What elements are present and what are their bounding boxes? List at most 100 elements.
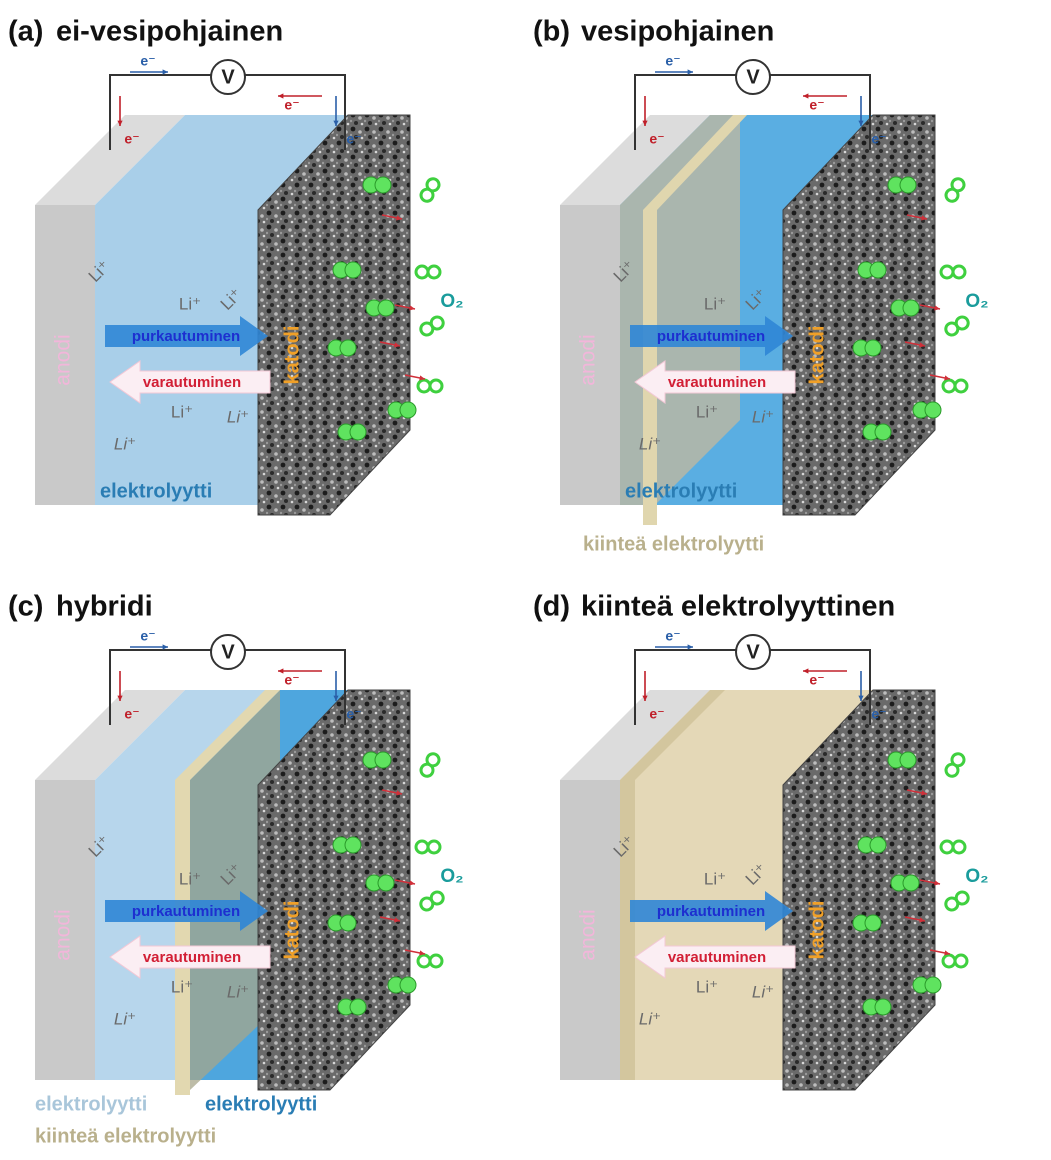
o2-atom	[428, 841, 440, 853]
arrow-head	[278, 668, 283, 673]
charge-label: varautuminen	[668, 949, 766, 966]
o2-molecule	[375, 177, 391, 193]
o2-gas	[944, 890, 971, 912]
li-ion: Li⁺	[114, 1009, 136, 1028]
discharge-label: purkautuminen	[132, 328, 240, 345]
o2-atom	[953, 266, 965, 278]
o2-gas	[419, 752, 441, 779]
li-ion: Li⁺	[752, 982, 774, 1001]
li-ion: Li⁺	[704, 294, 726, 313]
cathode-label: katodi	[806, 326, 828, 385]
voltmeter-label: V	[221, 641, 235, 663]
voltmeter-label: V	[221, 66, 235, 88]
charge-label: varautuminen	[668, 374, 766, 391]
o2-gas	[944, 752, 966, 779]
o2-molecule	[865, 915, 881, 931]
o2-molecule	[350, 999, 366, 1015]
o2-molecule	[345, 837, 361, 853]
o2-gas	[419, 890, 446, 912]
discharge-label: purkautuminen	[657, 328, 765, 345]
voltmeter-label: V	[746, 66, 760, 88]
electron-label: e⁻	[809, 97, 824, 113]
o2-atom	[428, 266, 440, 278]
panel-label: (b)	[533, 16, 570, 48]
o2-gas	[418, 955, 442, 967]
o2-gas	[416, 841, 440, 853]
o2-molecule	[400, 977, 416, 993]
o2-molecule	[900, 752, 916, 768]
o2-atom	[943, 380, 955, 392]
oxygen-label: O₂	[965, 866, 988, 887]
o2-gas	[944, 315, 971, 337]
o2-atom	[941, 841, 953, 853]
o2-molecule	[903, 875, 919, 891]
o2-molecule	[340, 915, 356, 931]
o2-molecule	[870, 837, 886, 853]
electrolyte-label: elektrolyytti	[100, 480, 212, 502]
electron-label: e⁻	[649, 706, 664, 722]
discharge-label: purkautuminen	[657, 903, 765, 920]
arrow-head	[688, 69, 693, 74]
li-ion: Li⁺	[114, 434, 136, 453]
o2-gas	[419, 315, 446, 337]
o2-molecule	[903, 300, 919, 316]
o2-gas	[944, 177, 966, 204]
electron-label: e⁻	[871, 706, 886, 722]
electron-label: e⁻	[124, 706, 139, 722]
o2-atom	[416, 266, 428, 278]
electron-label: e⁻	[871, 131, 886, 147]
panel-title: hybridi	[56, 591, 153, 623]
electrolyte-label: elektrolyytti	[205, 1093, 317, 1115]
o2-gas	[418, 380, 442, 392]
diagram: (a)ei-vesipohjainenVe⁻e⁻e⁻e⁻anodikatodiL…	[0, 0, 1051, 1160]
anode-label: anodi	[52, 334, 75, 385]
panel-title: vesipohjainen	[581, 16, 774, 48]
oxygen-label: O₂	[440, 866, 463, 887]
o2-molecule	[340, 340, 356, 356]
arrow-head	[803, 93, 808, 98]
arrow-head	[803, 668, 808, 673]
li-ion: Li⁺	[639, 1009, 661, 1028]
o2-atom	[953, 841, 965, 853]
o2-atom	[418, 380, 430, 392]
li-ion: Li⁺	[696, 402, 718, 421]
o2-molecule	[345, 262, 361, 278]
discharge-label: purkautuminen	[132, 903, 240, 920]
li-ion: Li⁺	[179, 869, 201, 888]
oxygen-label: O₂	[965, 291, 988, 312]
li-ion: Li⁺	[639, 434, 661, 453]
anode-label: anodi	[52, 909, 75, 960]
arrow-head	[163, 644, 168, 649]
anode-label: anodi	[577, 909, 600, 960]
o2-molecule	[925, 402, 941, 418]
panel-label: (a)	[8, 16, 43, 48]
arrow-head	[934, 880, 940, 885]
electron-label: e⁻	[346, 706, 361, 722]
oxygen-label: O₂	[440, 291, 463, 312]
panel-label: (c)	[8, 591, 43, 623]
o2-atom	[943, 955, 955, 967]
electron-label: e⁻	[665, 628, 680, 644]
o2-molecule	[900, 177, 916, 193]
electron-label: e⁻	[346, 131, 361, 147]
o2-atom	[955, 955, 967, 967]
panel-label: (d)	[533, 591, 570, 623]
o2-atom	[416, 841, 428, 853]
electron-label: e⁻	[140, 53, 155, 69]
electron-label: e⁻	[124, 131, 139, 147]
o2-molecule	[378, 875, 394, 891]
electron-label: e⁻	[284, 672, 299, 688]
o2-atom	[430, 380, 442, 392]
li-ion: Li⁺	[704, 869, 726, 888]
electron-label: e⁻	[649, 131, 664, 147]
o2-gas	[419, 177, 441, 204]
arrow-head	[934, 305, 940, 310]
o2-gas	[941, 266, 965, 278]
anode-label: anodi	[577, 334, 600, 385]
o2-molecule	[350, 424, 366, 440]
li-ion: Li⁺	[227, 982, 249, 1001]
arrow-head	[163, 69, 168, 74]
o2-molecule	[400, 402, 416, 418]
o2-molecule	[870, 262, 886, 278]
